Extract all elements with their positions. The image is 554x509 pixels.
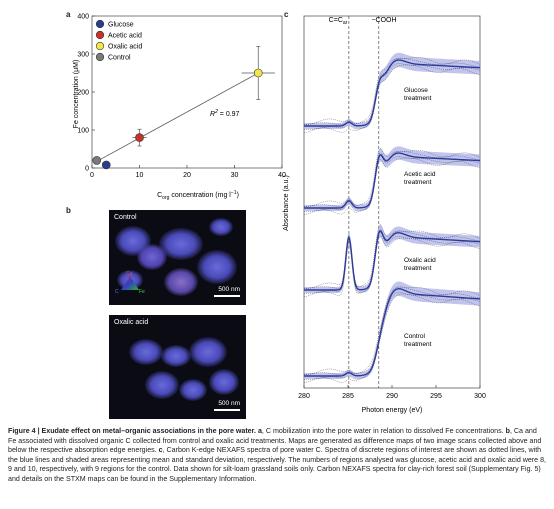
- legend-label: Oxalic acid: [108, 44, 142, 51]
- legend-marker: [95, 30, 105, 40]
- y-tick-label: 400: [77, 14, 89, 21]
- treatment-label-2: Acetic acid treatment: [404, 171, 436, 186]
- replicate-line: [303, 63, 481, 130]
- x-tick-label: 280: [298, 393, 310, 400]
- data-point-oxalic-acid: [253, 68, 263, 78]
- micro-map-oxalic: Oxalic acid 500 nm: [109, 315, 246, 419]
- micro-map-control: Control Ca C Fe 500 nm: [109, 210, 246, 305]
- y-tick-label: 200: [77, 90, 89, 97]
- x-tick-label: 0: [90, 172, 94, 179]
- replicate-line: [303, 57, 481, 125]
- triangle-label-ca: Ca: [126, 271, 133, 277]
- legend-marker: [95, 41, 105, 51]
- x-tick-label: 10: [136, 172, 144, 179]
- data-point-control: [92, 156, 102, 165]
- replicate-line: [303, 148, 481, 207]
- triangle-label-fe: Fe: [139, 289, 145, 295]
- x-tick-label: 30: [231, 172, 239, 179]
- caption-c-text: , Carbon K-edge NEXAFS spectra of pore w…: [8, 446, 547, 483]
- oxalic-map-title: Oxalic acid: [114, 319, 149, 326]
- x-tick-label: 285: [342, 393, 354, 400]
- replicate-line: [303, 292, 481, 380]
- replicate-line: [303, 157, 481, 215]
- replicate-line: [303, 235, 481, 297]
- legend-label: Control: [108, 55, 131, 62]
- treatment-label-4: Control treatment: [404, 333, 432, 348]
- std-band-1: [304, 52, 480, 130]
- replicate-line: [303, 155, 481, 212]
- scale-bar-bottom: [214, 409, 240, 411]
- scatter-points: [92, 46, 275, 170]
- r-squared-annotation: R2 = 0.97: [210, 109, 240, 118]
- x-tick-label: 40: [278, 172, 286, 179]
- caption-a-text: , C mobilization into the pore water in …: [261, 427, 504, 435]
- caption-title: Figure 4 | Exudate effect on metal–organ…: [8, 427, 256, 435]
- y-tick-label: 100: [77, 128, 89, 135]
- legend-marker: [95, 19, 105, 29]
- rgb-triangle-legend: Ca C Fe: [115, 271, 145, 295]
- peak-label-aromatic: C=Car: [329, 17, 348, 26]
- y-tick-label: 0: [85, 166, 89, 173]
- scatter-legend: Glucose Acetic acid Oxalic acid Control: [95, 19, 142, 62]
- caption-b-label: b: [505, 427, 510, 435]
- scatter-y-axis-label: Fe concentration (μM): [73, 60, 80, 129]
- peak-label-carboxyl: −COOH: [371, 17, 396, 24]
- x-tick-label: 295: [430, 393, 442, 400]
- mean-line-1: [304, 59, 481, 127]
- legend-marker: [95, 52, 105, 62]
- y-tick-label: 300: [77, 52, 89, 59]
- scale-label-bottom: 500 nm: [218, 400, 240, 407]
- x-tick-label: 20: [183, 172, 191, 179]
- scale-label-top: 500 nm: [218, 286, 240, 293]
- control-map-title: Control: [114, 214, 137, 221]
- replicate-line: [303, 293, 481, 383]
- legend-label: Glucose: [108, 22, 134, 29]
- replicate-line: [303, 231, 481, 294]
- legend-label: Acetic acid: [108, 33, 142, 40]
- treatment-label-1: Glucose treatment: [404, 87, 432, 102]
- caption-c-label: c: [158, 446, 163, 455]
- x-tick-label: 290: [386, 393, 398, 400]
- scale-bar-top: [214, 295, 240, 297]
- replicate-line: [303, 286, 481, 375]
- scatter-x-axis-label: Corg concentration (mg l−1): [157, 190, 239, 200]
- spectra-y-axis-label: Absorbance (a.u.): [283, 175, 290, 231]
- data-point-acetic-acid: [135, 133, 144, 142]
- std-band-4: [304, 281, 480, 379]
- treatment-label-3: Oxalic acid treatment: [404, 257, 436, 272]
- data-point-glucose: [101, 160, 111, 170]
- caption-a-label: a: [257, 427, 262, 435]
- std-band-2: [304, 146, 480, 211]
- mean-line-3: [304, 230, 481, 291]
- mean-line-2: [304, 152, 481, 209]
- panel-label-b: b: [66, 206, 71, 215]
- mean-line-4: [304, 288, 481, 377]
- replicate-line: [303, 64, 481, 133]
- nexafs-spectra-chart: 280 285 290 295 300 Glucose treatment Acetic a…: [283, 15, 486, 414]
- regression-line: [94, 72, 259, 164]
- triangle-label-c: C: [115, 289, 119, 295]
- caption-b-text: , Ca and Fe associated with dissolved or…: [8, 427, 542, 455]
- fit-line: [94, 72, 259, 164]
- figure-caption: Figure 4 | Exudate effect on metal–organ…: [8, 427, 546, 485]
- panel-label-c: c: [284, 10, 289, 19]
- replicate-line: [303, 224, 481, 289]
- spectra-traces: [303, 52, 481, 383]
- x-tick-label: 300: [474, 393, 486, 400]
- panel-label-a: a: [66, 10, 71, 19]
- spectra-labels: Glucose treatment Acetic acid treatment Oxal…: [404, 87, 436, 348]
- spectra-x-axis-label: Photon energy (eV): [362, 407, 423, 414]
